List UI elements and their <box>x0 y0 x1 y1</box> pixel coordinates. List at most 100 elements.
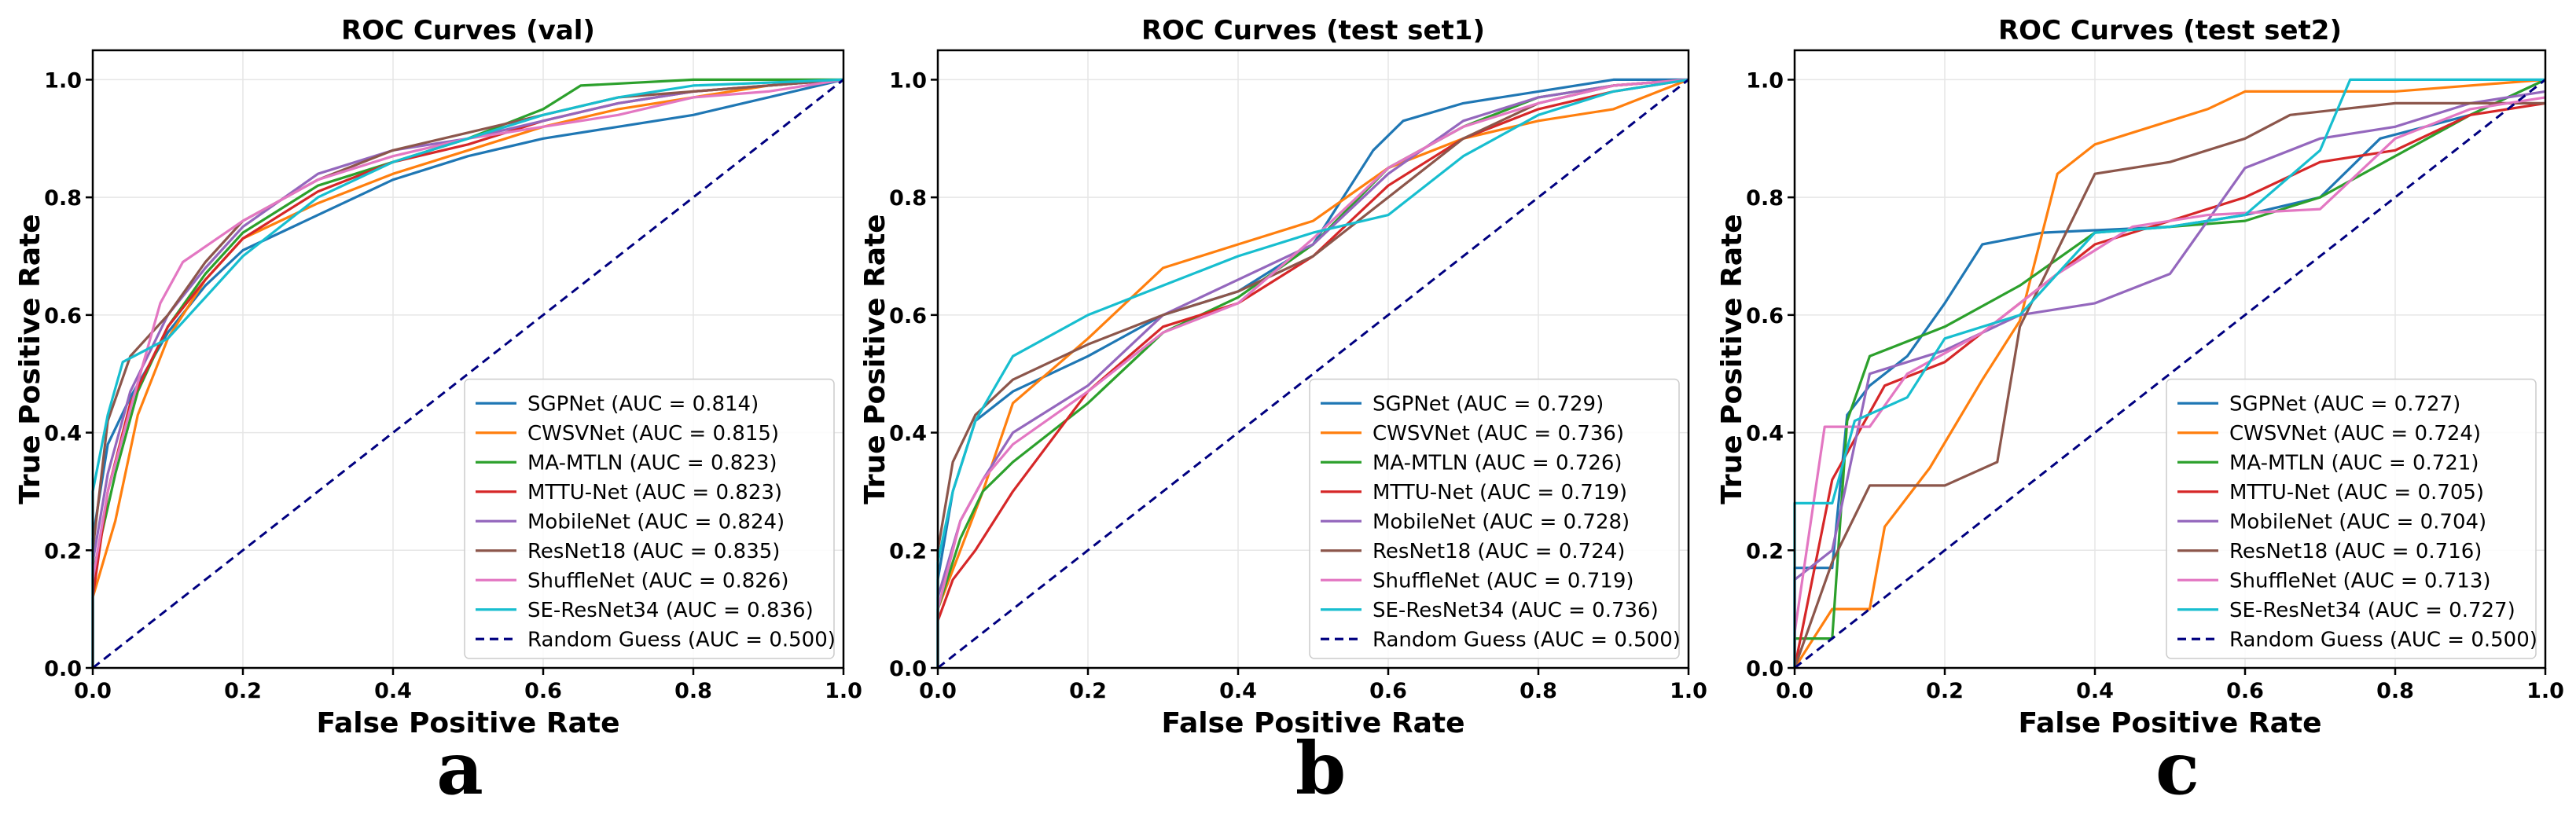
legend-entry: SE-ResNet34 (AUC = 0.836) <box>527 599 814 622</box>
y-tick-label: 1.0 <box>1746 68 1784 93</box>
legend-entry: CWSVNet (AUC = 0.815) <box>527 422 779 446</box>
y-tick-label: 0.8 <box>1746 186 1784 211</box>
y-tick-label: 0.2 <box>44 539 82 563</box>
x-tick-label: 1.0 <box>1670 679 1707 703</box>
legend-entry: SGPNet (AUC = 0.727) <box>2229 392 2460 416</box>
chart-title: ROC Curves (test set1) <box>1141 15 1485 46</box>
y-tick-label: 1.0 <box>44 68 82 93</box>
series-line-se-resnet34 <box>91 78 844 668</box>
series-line-random-guess <box>937 79 1689 669</box>
series-line-ma-mtln <box>91 78 843 668</box>
legend-entry: MA-MTLN (AUC = 0.726) <box>1373 451 1622 475</box>
x-tick-label: 0.8 <box>674 679 712 703</box>
series-line-mttu-net <box>936 78 1689 668</box>
y-tick-label: 0.0 <box>889 657 927 681</box>
legend-entry: MA-MTLN (AUC = 0.721) <box>2229 451 2479 475</box>
legend-entry: SGPNet (AUC = 0.729) <box>1373 392 1604 416</box>
series-line-cwsvnet <box>91 78 844 668</box>
legend-entry: MobileNet (AUC = 0.728) <box>1373 510 1630 534</box>
x-tick-label: 0.2 <box>1069 679 1107 703</box>
series-line-mobilenet <box>1793 90 2546 668</box>
legend-box <box>1309 378 1680 659</box>
x-tick-label: 0.4 <box>1219 679 1257 703</box>
legend-entry: ResNet18 (AUC = 0.724) <box>1373 540 1625 563</box>
y-axis-label: True Positive Rate <box>859 214 891 504</box>
series-line-shufflenet <box>936 78 1689 668</box>
panel-letter: c <box>2155 726 2199 811</box>
roc-panel-a: 0.0 0.2 0.4 0.6 0.8 1.0 0.0 0.2 0.4 0.6 0.8 1.0 ROC … <box>14 15 862 811</box>
series-line-sgpnet <box>91 78 844 668</box>
legend-entry: MA-MTLN (AUC = 0.823) <box>527 451 777 475</box>
series-line-se-resnet34 <box>936 78 1689 668</box>
legend: SGPNet (AUC = 0.727) CWSVNet (AUC = 0.724… <box>2166 378 2537 659</box>
x-tick-label: 1.0 <box>825 679 862 703</box>
x-axis-label: False Positive Rate <box>2019 707 2322 739</box>
legend-box <box>464 378 835 659</box>
legend-entry: MobileNet (AUC = 0.824) <box>527 510 785 534</box>
legend-entry: SGPNet (AUC = 0.814) <box>527 392 759 416</box>
x-tick-label: 0.6 <box>1369 679 1407 703</box>
legend-entry: CWSVNet (AUC = 0.736) <box>1373 422 1624 446</box>
panel-letter: a <box>436 726 483 811</box>
x-tick-label: 0.2 <box>224 679 262 703</box>
legend-entry: MobileNet (AUC = 0.704) <box>2229 510 2486 534</box>
y-tick-label: 0.8 <box>889 186 927 211</box>
y-tick-label: 0.2 <box>889 539 927 563</box>
series-line-cwsvnet <box>936 78 1689 668</box>
y-tick-label: 0.4 <box>889 422 927 446</box>
x-tick-label: 0.4 <box>2076 679 2114 703</box>
y-tick-label: 1.0 <box>889 68 927 93</box>
legend: SGPNet (AUC = 0.729) CWSVNet (AUC = 0.736… <box>1309 378 1681 659</box>
legend-entry: MTTU-Net (AUC = 0.705) <box>2229 481 2484 504</box>
x-tick-label: 0.0 <box>919 679 957 703</box>
legend-entry: ShuffleNet (AUC = 0.826) <box>527 569 789 592</box>
x-tick-label: 0.4 <box>374 679 412 703</box>
legend-entry: MTTU-Net (AUC = 0.719) <box>1373 481 1627 504</box>
x-tick-label: 0.8 <box>1520 679 1557 703</box>
series-line-cwsvnet <box>1793 78 2546 669</box>
chart-title: ROC Curves (val) <box>341 15 595 46</box>
legend-entry: SE-ResNet34 (AUC = 0.727) <box>2229 599 2515 622</box>
series-line-resnet18 <box>936 78 1689 668</box>
plot-frame <box>936 49 1690 669</box>
y-tick-label: 0.6 <box>1746 304 1784 328</box>
y-tick-label: 0.6 <box>44 304 82 328</box>
chart-title: ROC Curves (test set2) <box>1998 15 2342 46</box>
series-line-random-guess <box>92 79 844 669</box>
series-line-mttu-net <box>1793 101 2546 669</box>
legend-box <box>2166 378 2537 659</box>
x-axis-label: False Positive Rate <box>1162 707 1465 739</box>
y-tick-label: 0.0 <box>44 657 82 681</box>
y-tick-label: 0.4 <box>1746 422 1784 446</box>
series-line-ma-mtln <box>1793 78 2546 668</box>
legend-entry: ShuffleNet (AUC = 0.719) <box>1373 569 1634 592</box>
legend-entry: Random Guess (AUC = 0.500) <box>1373 628 1681 651</box>
legend-entry: Random Guess (AUC = 0.500) <box>2229 628 2537 651</box>
x-tick-label: 0.8 <box>2376 679 2414 703</box>
legend-entry: MTTU-Net (AUC = 0.823) <box>527 481 782 504</box>
plot-frame <box>1793 49 2547 669</box>
legend-entry: ResNet18 (AUC = 0.716) <box>2229 540 2482 563</box>
y-axis-label: True Positive Rate <box>1716 214 1748 504</box>
y-tick-label: 0.2 <box>1746 539 1784 563</box>
y-tick-label: 0.0 <box>1746 657 1784 681</box>
roc-panel-b: 0.0 0.2 0.4 0.6 0.8 1.0 0.0 0.2 0.4 0.6 0.8 1.0 ROC … <box>859 15 1707 811</box>
y-tick-label: 0.4 <box>44 422 82 446</box>
series-line-sgpnet <box>1793 78 2546 668</box>
x-tick-label: 0.6 <box>524 679 562 703</box>
series-line-resnet18 <box>1793 101 2545 669</box>
legend-entry: Random Guess (AUC = 0.500) <box>527 628 836 651</box>
x-tick-label: 1.0 <box>2526 679 2564 703</box>
series-line-random-guess <box>1794 79 2546 669</box>
legend-entry: SE-ResNet34 (AUC = 0.736) <box>1373 599 1659 622</box>
x-tick-label: 0.0 <box>74 679 112 703</box>
series-line-se-resnet34 <box>1793 78 2545 668</box>
y-axis-label: True Positive Rate <box>14 214 46 504</box>
x-tick-label: 0.6 <box>2226 679 2264 703</box>
x-axis-label: False Positive Rate <box>317 707 620 739</box>
y-tick-label: 0.8 <box>44 186 82 211</box>
plot-frame <box>91 49 845 669</box>
x-tick-label: 0.0 <box>1776 679 1813 703</box>
series-line-shufflenet <box>91 78 844 668</box>
